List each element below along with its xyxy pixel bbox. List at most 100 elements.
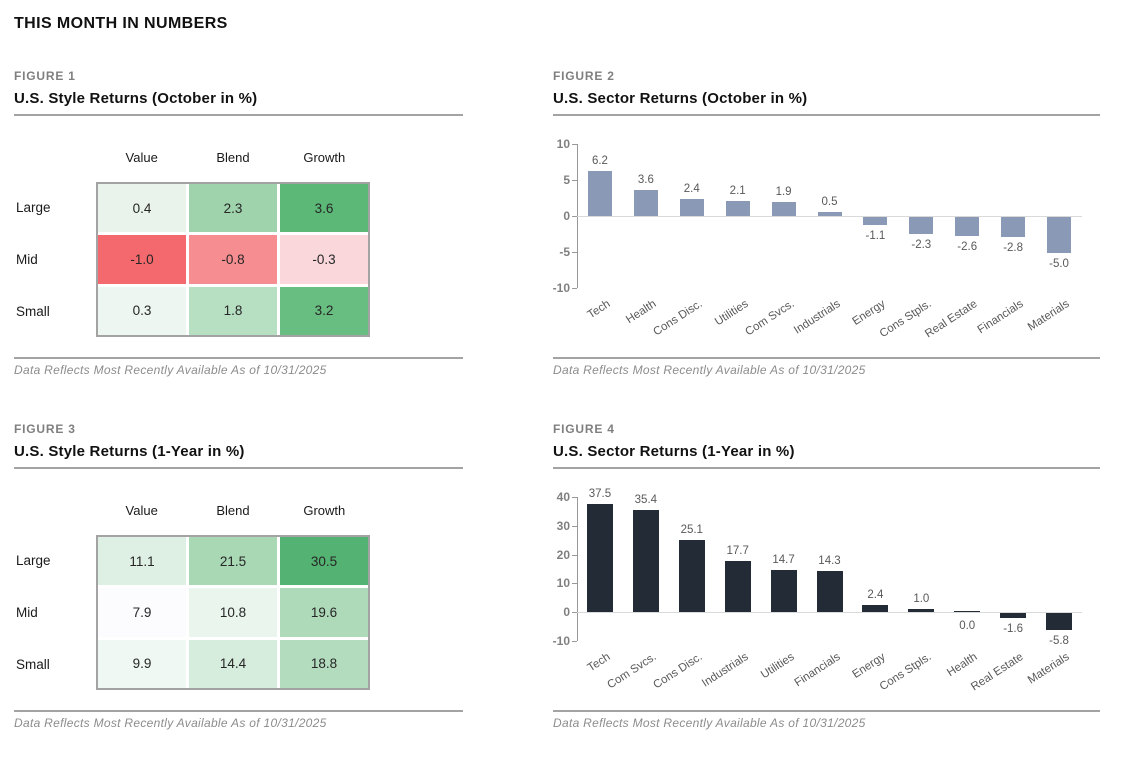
- bar-value-label: 1.9: [775, 186, 792, 199]
- figures-grid: FIGURE 1 U.S. Style Returns (October in …: [14, 69, 1116, 730]
- bar-value-label: -1.6: [1003, 622, 1024, 635]
- row-label: Small: [16, 303, 50, 319]
- y-axis-tick-label: 40: [556, 490, 570, 504]
- figure-label: FIGURE 1: [14, 69, 76, 83]
- style-table-column-headers: Value Blend Growth: [96, 150, 370, 165]
- style-table-cell: 11.1: [98, 537, 186, 586]
- y-axis-line: [577, 497, 578, 641]
- style-table-row-labels: Large Mid Small: [16, 535, 88, 690]
- style-table-cell: -0.3: [280, 235, 368, 284]
- style-table-cell: 19.6: [280, 588, 368, 637]
- figure-label: FIGURE 4: [553, 422, 615, 436]
- y-axis-tick: [572, 525, 577, 527]
- zero-gridline: [577, 612, 1082, 614]
- y-axis-tick-label: -10: [552, 281, 570, 295]
- figure-4-sector-returns-1-year: FIGURE 4 U.S. Sector Returns (1-Year in …: [553, 422, 1100, 730]
- y-axis-tick: [572, 641, 577, 642]
- sector-bar: [863, 217, 888, 225]
- column-header: Value: [125, 150, 158, 165]
- y-axis-tick: [572, 144, 577, 145]
- figure-label: FIGURE 3: [14, 422, 76, 436]
- style-table-cell: 3.2: [280, 286, 368, 335]
- sector-bar: [955, 217, 980, 236]
- sector-bar: [816, 571, 843, 613]
- y-axis-tick-label: 20: [556, 547, 570, 562]
- row-label: Small: [16, 656, 50, 672]
- sector-bar: [725, 200, 750, 216]
- bar-value-label: 2.4: [683, 182, 700, 195]
- sector-bar: [908, 609, 935, 613]
- style-table-1-year: Value Blend Growth Large Mid Small 11.1 21.5 30.…: [14, 469, 463, 710]
- sector-bar: [1046, 613, 1073, 630]
- sector-bar: [1001, 217, 1026, 238]
- bar-value-label: -5.0: [1049, 258, 1069, 270]
- figure-1-style-returns-october: FIGURE 1 U.S. Style Returns (October in …: [14, 69, 463, 377]
- bar-value-label: 3.6: [637, 174, 654, 187]
- sector-bar: [862, 605, 889, 613]
- figure-title: U.S. Sector Returns (1-Year in %): [553, 443, 1100, 469]
- style-table-cell: 1.8: [189, 286, 277, 335]
- footnote: Data Reflects Most Recently Available As…: [553, 710, 1100, 730]
- style-table-cell: -1.0: [98, 235, 186, 284]
- style-table-cell: 7.9: [98, 588, 186, 637]
- style-table-cell: 9.9: [98, 639, 186, 688]
- row-label: Mid: [16, 252, 38, 267]
- style-table-cell: 0.3: [98, 286, 186, 335]
- column-header: Value: [125, 503, 158, 518]
- y-axis-tick-label: 10: [556, 137, 570, 151]
- footnote: Data Reflects Most Recently Available As…: [553, 357, 1100, 377]
- bar-value-label: -2.6: [957, 240, 978, 253]
- y-axis-tick-label: 10: [556, 576, 570, 591]
- column-header: Growth: [303, 150, 346, 165]
- sector-bar: [678, 539, 705, 613]
- y-axis-tick-label: 5: [563, 173, 570, 187]
- bar-value-label: 37.5: [588, 488, 612, 501]
- style-table-october: Value Blend Growth Large Mid Small 0.4 2.3 3.6 -1…: [14, 116, 463, 357]
- style-table-cell: 14.4: [189, 639, 277, 688]
- footnote: Data Reflects Most Recently Available As…: [14, 710, 463, 730]
- page-title: THIS MONTH IN NUMBERS: [14, 15, 228, 32]
- bar-value-label: -1.1: [865, 229, 886, 242]
- figure-title: U.S. Sector Returns (October in %): [553, 90, 1100, 116]
- y-axis-tick: [572, 583, 577, 585]
- y-axis-tick: [572, 612, 577, 614]
- bar-value-label: 14.7: [772, 553, 795, 566]
- bar-value-label: -5.8: [1049, 634, 1069, 647]
- bar-value-label: 25.1: [680, 523, 703, 536]
- y-axis-tick: [572, 288, 577, 289]
- style-table-cell: 10.8: [189, 588, 277, 637]
- sector-bar: [817, 212, 842, 216]
- y-axis-tick-label: -5: [559, 245, 570, 259]
- sector-bar: [954, 610, 981, 613]
- style-table-cell: 18.8: [280, 639, 368, 688]
- bar-value-label: 2.1: [729, 184, 746, 197]
- y-axis-tick-label: 0: [563, 605, 570, 620]
- style-table-cell: 2.3: [189, 184, 277, 233]
- sector-bar: [587, 171, 612, 216]
- style-table-grid: 0.4 2.3 3.6 -1.0 -0.8 -0.3 0.3 1.8 3.2: [96, 182, 370, 337]
- bar-value-label: -2.8: [1003, 242, 1024, 255]
- sector-bar: [909, 217, 934, 234]
- style-table-cell: 30.5: [280, 537, 368, 586]
- sector-bar: [632, 510, 659, 613]
- zero-gridline: [577, 216, 1082, 217]
- figure-2-sector-returns-october: FIGURE 2 U.S. Sector Returns (October in…: [553, 69, 1100, 377]
- style-table-column-headers: Value Blend Growth: [96, 503, 370, 518]
- bar-value-label: 0.5: [821, 196, 838, 209]
- style-table-row-labels: Large Mid Small: [16, 182, 88, 337]
- figure-title: U.S. Style Returns (October in %): [14, 90, 463, 116]
- sector-bar: [724, 561, 751, 613]
- sector-bar: [586, 504, 613, 613]
- sector-bar: [1000, 613, 1027, 618]
- bar-value-label: 2.4: [867, 589, 884, 602]
- y-axis-tick: [572, 554, 577, 556]
- sector-bar: [771, 202, 796, 216]
- sector-bar: [679, 198, 704, 216]
- y-axis-tick: [572, 216, 577, 217]
- bar-value-label: 14.3: [818, 555, 841, 568]
- y-axis-tick-label: -10: [552, 634, 570, 648]
- figure-3-style-returns-1-year: FIGURE 3 U.S. Style Returns (1-Year in %…: [14, 422, 463, 730]
- sector-bar-chart-october: 10 5 0 -5 -10 6.2 Tech 3.6 Health 2.4 Cons Disc. 2.…: [553, 116, 1100, 357]
- bar-value-label: 35.4: [634, 494, 658, 507]
- sector-bar: [633, 190, 658, 216]
